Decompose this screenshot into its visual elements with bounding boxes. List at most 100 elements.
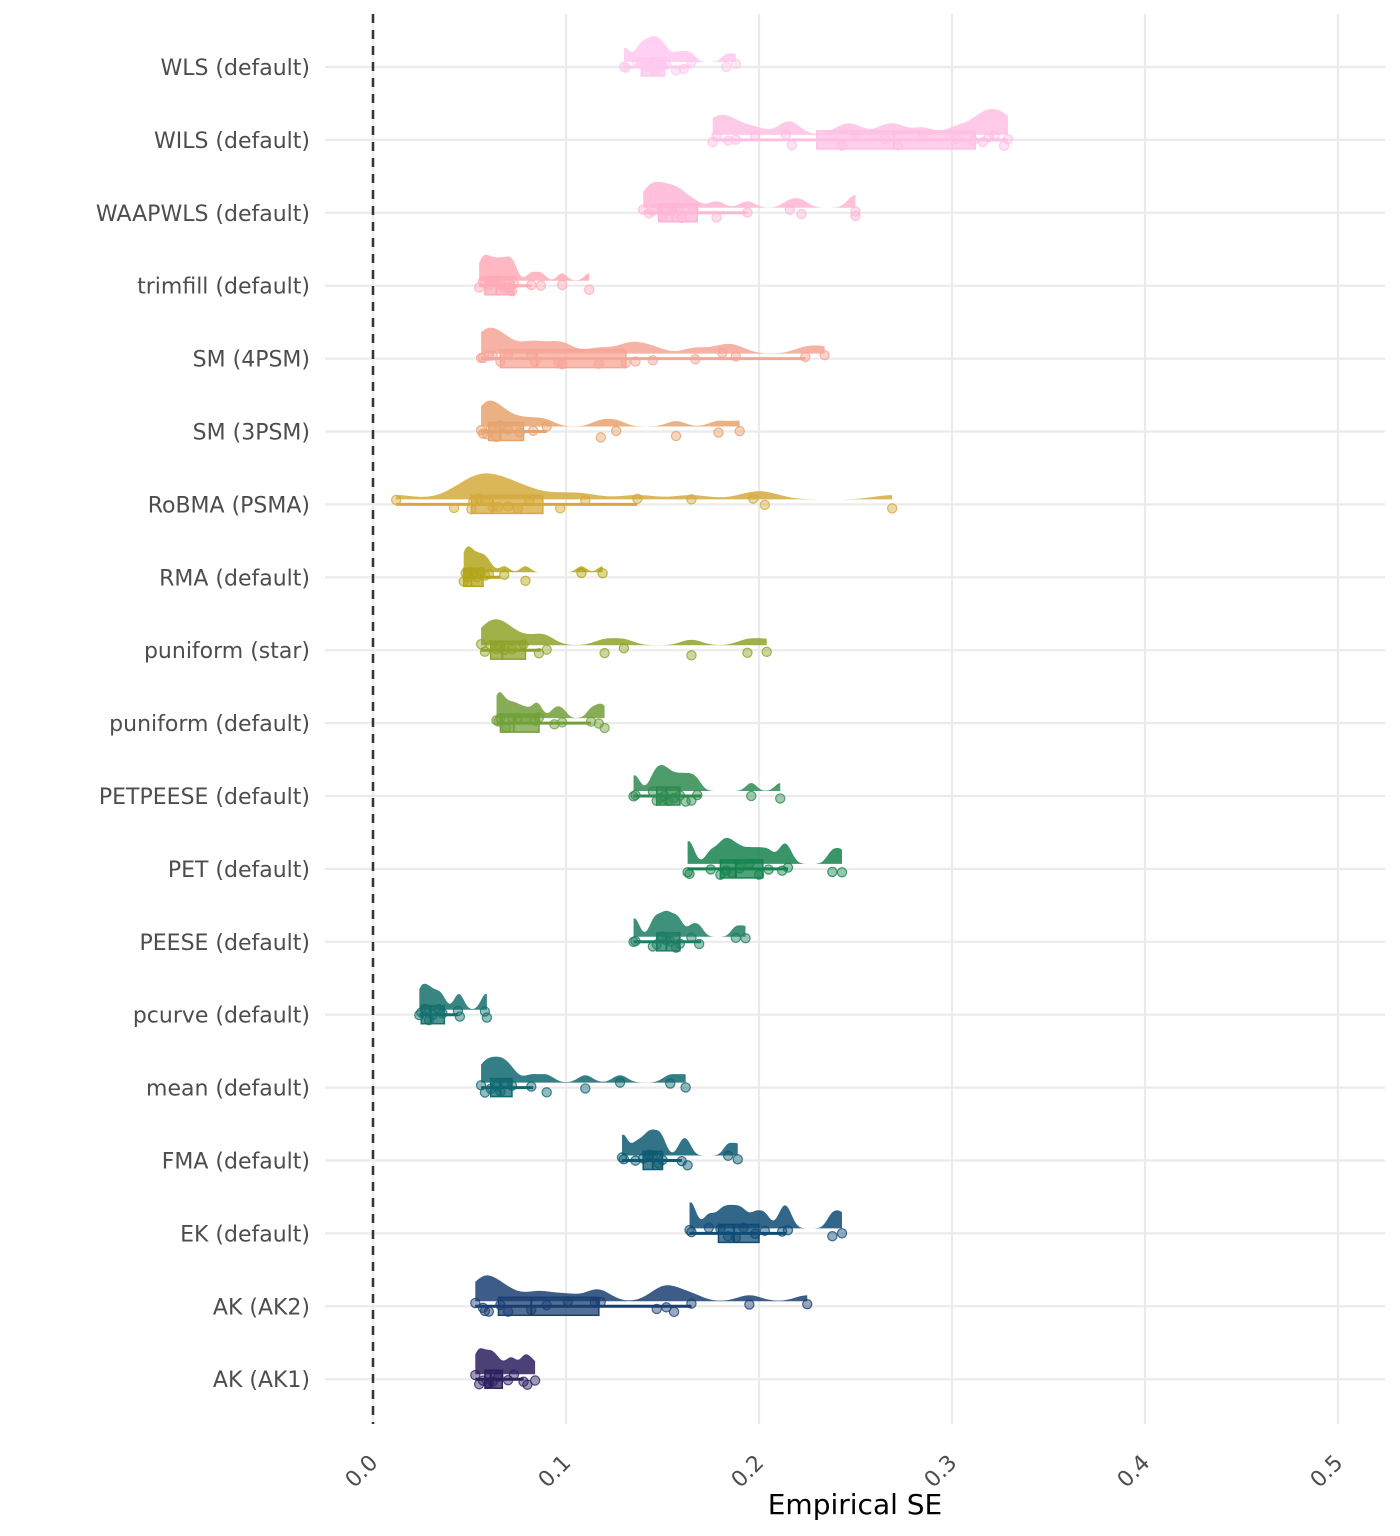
data-point bbox=[722, 135, 734, 146]
data-point bbox=[479, 1006, 491, 1017]
data-point bbox=[630, 356, 641, 367]
x-tick-label: 0.4 bbox=[1113, 1451, 1155, 1493]
box bbox=[488, 421, 525, 442]
data-point bbox=[597, 568, 608, 579]
data-point bbox=[639, 61, 651, 72]
data-point bbox=[692, 789, 703, 801]
data-point bbox=[693, 938, 705, 950]
data-point bbox=[620, 62, 632, 73]
data-point bbox=[722, 1230, 734, 1242]
data-point bbox=[585, 716, 597, 727]
y-tick-label: WILS (default) bbox=[154, 129, 310, 154]
data-point bbox=[518, 639, 529, 650]
data-point bbox=[989, 130, 1000, 142]
x-axis-title: Empirical SE bbox=[768, 1488, 943, 1521]
data-point bbox=[481, 1012, 493, 1023]
data-point bbox=[730, 134, 742, 145]
data-point bbox=[562, 1296, 574, 1307]
series-group bbox=[390, 36, 1014, 1390]
data-point bbox=[502, 348, 514, 360]
data-point bbox=[524, 495, 535, 507]
data-point bbox=[879, 134, 890, 145]
data-point bbox=[665, 936, 676, 947]
data-point bbox=[711, 130, 722, 141]
data-point bbox=[491, 643, 502, 655]
data-point bbox=[526, 1304, 537, 1316]
data-point bbox=[529, 1375, 541, 1386]
data-point bbox=[647, 1150, 659, 1161]
data-point bbox=[466, 503, 477, 515]
data-point bbox=[742, 647, 753, 659]
y-tick-label: PEESE (default) bbox=[140, 931, 311, 956]
data-point bbox=[632, 493, 643, 505]
data-point bbox=[802, 1298, 813, 1310]
series-puniform-default bbox=[491, 692, 610, 734]
y-tick-label: FMA (default) bbox=[162, 1150, 310, 1175]
series-puniform-star bbox=[475, 619, 772, 661]
data-point bbox=[703, 1222, 715, 1233]
data-point bbox=[638, 1153, 649, 1164]
data-point bbox=[487, 350, 498, 361]
data-point bbox=[720, 865, 732, 876]
data-point bbox=[541, 421, 552, 432]
y-tick-label: AK (AK1) bbox=[213, 1368, 310, 1393]
data-point bbox=[827, 866, 838, 878]
data-point bbox=[555, 503, 566, 514]
density-cloud bbox=[396, 473, 893, 500]
data-point bbox=[836, 867, 848, 878]
series-rma-default bbox=[458, 546, 608, 588]
data-point bbox=[678, 63, 689, 75]
density-cloud bbox=[643, 181, 856, 208]
data-point bbox=[651, 1303, 662, 1315]
data-point bbox=[761, 646, 772, 658]
y-tick-label: pcurve (default) bbox=[133, 1004, 310, 1029]
data-point bbox=[819, 349, 830, 361]
x-tick-label: 0.2 bbox=[727, 1451, 769, 1493]
y-tick-label: PET (default) bbox=[168, 858, 310, 883]
data-point bbox=[657, 931, 668, 942]
data-point bbox=[726, 867, 738, 879]
data-point bbox=[527, 425, 539, 436]
data-point bbox=[499, 569, 510, 581]
y-tick-label: WLS (default) bbox=[160, 56, 310, 81]
data-point bbox=[968, 135, 979, 146]
density-cloud bbox=[689, 1202, 842, 1229]
data-point bbox=[468, 496, 479, 507]
data-point bbox=[506, 285, 518, 297]
data-point bbox=[479, 495, 491, 506]
data-point bbox=[610, 425, 622, 437]
y-tick-label: EK (default) bbox=[180, 1222, 310, 1247]
box bbox=[816, 130, 976, 150]
box bbox=[719, 859, 764, 879]
data-point bbox=[722, 1150, 734, 1161]
data-point bbox=[668, 792, 680, 804]
data-point bbox=[749, 130, 761, 142]
data-point bbox=[522, 1379, 533, 1390]
data-point bbox=[651, 203, 662, 214]
data-point bbox=[661, 1302, 672, 1313]
data-point bbox=[917, 130, 929, 142]
data-point bbox=[630, 1155, 641, 1166]
density-cloud bbox=[481, 619, 767, 646]
data-point bbox=[556, 717, 568, 728]
data-point bbox=[481, 429, 493, 440]
series-wils-default bbox=[707, 108, 1014, 151]
data-point bbox=[580, 495, 591, 506]
density-cloud bbox=[481, 400, 740, 427]
data-point bbox=[749, 1228, 761, 1240]
data-point bbox=[473, 493, 485, 504]
data-point bbox=[437, 1008, 448, 1019]
data-point bbox=[672, 202, 684, 213]
data-point bbox=[686, 1298, 697, 1309]
x-tick-label: 0.0 bbox=[341, 1451, 383, 1493]
series-trimfill-default bbox=[473, 254, 595, 297]
x-tick-label: 0.1 bbox=[534, 1451, 576, 1493]
data-point bbox=[583, 284, 595, 295]
data-point bbox=[734, 425, 745, 437]
data-point bbox=[491, 431, 502, 443]
data-point bbox=[670, 65, 682, 76]
data-point bbox=[744, 858, 755, 870]
data-point bbox=[782, 1224, 794, 1236]
data-point bbox=[1002, 134, 1014, 145]
data-point bbox=[416, 1007, 427, 1018]
